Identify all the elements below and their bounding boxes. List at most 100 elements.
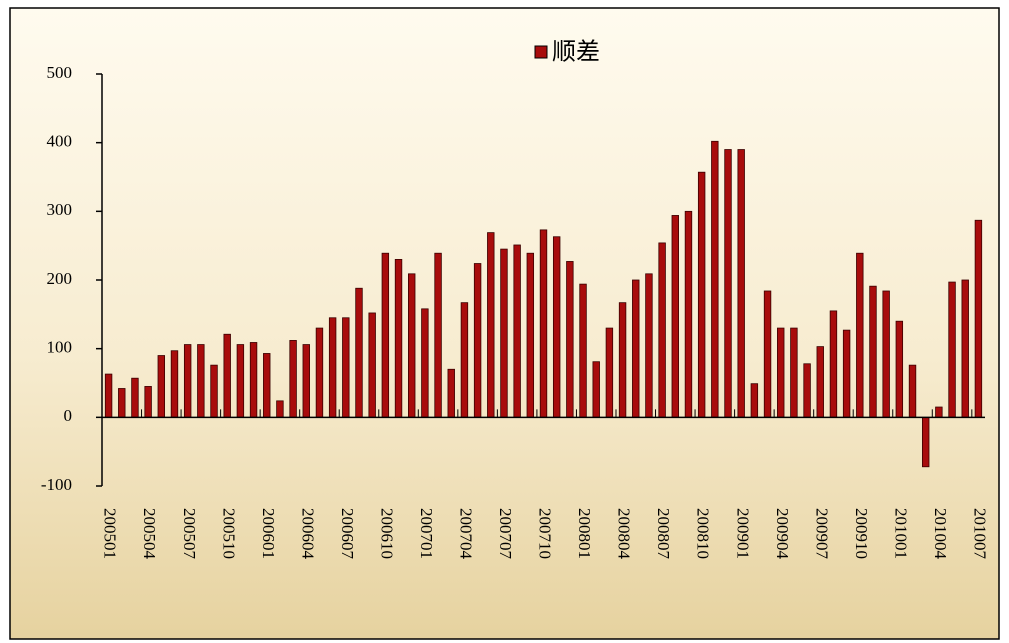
bar — [908, 364, 917, 418]
y-tick-label: -100 — [41, 475, 72, 494]
bar — [552, 236, 561, 418]
bar — [223, 333, 231, 418]
x-tick-label: 200510 — [219, 508, 238, 559]
bar — [763, 290, 772, 418]
bar — [605, 327, 614, 418]
bar — [421, 308, 429, 418]
x-tick-label: 200701 — [417, 508, 436, 559]
x-tick-label: 200601 — [259, 508, 278, 559]
bar — [645, 273, 653, 418]
y-tick-label: 400 — [47, 132, 73, 151]
bar — [381, 252, 390, 418]
bar — [144, 386, 152, 418]
bar — [289, 340, 297, 418]
bar — [487, 232, 495, 418]
x-tick-label: 200604 — [298, 508, 317, 560]
bar — [671, 215, 679, 418]
y-tick-label: 300 — [47, 200, 73, 219]
bar — [935, 406, 943, 418]
bar — [869, 285, 877, 418]
legend-text: 顺差 — [552, 39, 600, 66]
bar — [394, 258, 403, 418]
bar — [724, 149, 732, 418]
bar — [803, 363, 811, 418]
y-tick-label: 100 — [47, 338, 73, 357]
y-tick-label: 200 — [47, 269, 73, 288]
bar — [315, 327, 324, 418]
bar — [658, 242, 666, 418]
bar — [302, 344, 310, 418]
bar — [513, 244, 521, 418]
bar — [263, 353, 271, 418]
bar — [618, 302, 627, 418]
bar — [697, 171, 706, 418]
bar — [974, 219, 983, 418]
bar — [684, 210, 693, 418]
bar — [539, 229, 548, 418]
x-tick-label: 200607 — [338, 508, 357, 560]
x-tick-label: 200504 — [140, 508, 159, 560]
bar — [183, 344, 192, 418]
x-tick-label: 200807 — [654, 508, 673, 560]
bar — [210, 364, 218, 418]
bar — [842, 329, 851, 418]
x-tick-label: 200804 — [615, 508, 634, 560]
bar — [131, 377, 139, 418]
bar — [342, 317, 350, 418]
bar — [856, 252, 864, 418]
bar — [118, 388, 126, 418]
x-tick-label: 200910 — [852, 508, 871, 559]
x-tick-label: 201007 — [971, 508, 990, 559]
bar — [368, 312, 376, 418]
bar — [790, 327, 798, 418]
x-tick-label: 201004 — [931, 508, 950, 560]
bar — [566, 261, 574, 418]
x-tick-label: 200610 — [377, 508, 396, 559]
x-tick-label: 201001 — [891, 508, 910, 559]
bar — [895, 320, 904, 418]
legend-swatch — [534, 45, 548, 59]
bar — [434, 252, 442, 418]
bar — [500, 248, 508, 418]
bar — [579, 283, 587, 418]
bar — [276, 400, 284, 418]
y-tick-label: 500 — [47, 63, 73, 82]
bar — [961, 279, 969, 418]
bar — [777, 327, 785, 418]
x-tick-label: 200704 — [457, 508, 476, 560]
bar — [447, 368, 455, 418]
bar — [526, 252, 535, 418]
x-tick-label: 200707 — [496, 508, 515, 560]
bar — [711, 140, 719, 418]
x-tick-label: 200901 — [733, 508, 752, 559]
bar — [592, 361, 600, 418]
bar — [948, 281, 956, 418]
bar — [355, 287, 363, 418]
x-tick-label: 200810 — [694, 508, 713, 559]
bar — [473, 263, 482, 418]
bar — [921, 416, 930, 468]
bar — [104, 373, 113, 418]
bar — [328, 317, 337, 418]
bar — [170, 350, 179, 418]
x-tick-label: 200710 — [536, 508, 555, 559]
y-tick-label: 0 — [64, 406, 73, 425]
bar — [408, 273, 416, 418]
x-tick-label: 200907 — [812, 508, 831, 560]
bar — [632, 279, 640, 418]
bar — [249, 342, 258, 418]
bar — [236, 344, 245, 418]
bar — [460, 302, 469, 418]
bar — [882, 290, 890, 418]
bar — [737, 149, 745, 418]
bar — [197, 344, 205, 418]
bar — [157, 355, 166, 418]
bar — [829, 310, 838, 418]
x-tick-label: 200801 — [575, 508, 594, 559]
x-tick-label: 200501 — [101, 508, 120, 559]
bar — [750, 383, 759, 418]
bar — [816, 346, 824, 418]
x-tick-label: 200904 — [773, 508, 792, 560]
